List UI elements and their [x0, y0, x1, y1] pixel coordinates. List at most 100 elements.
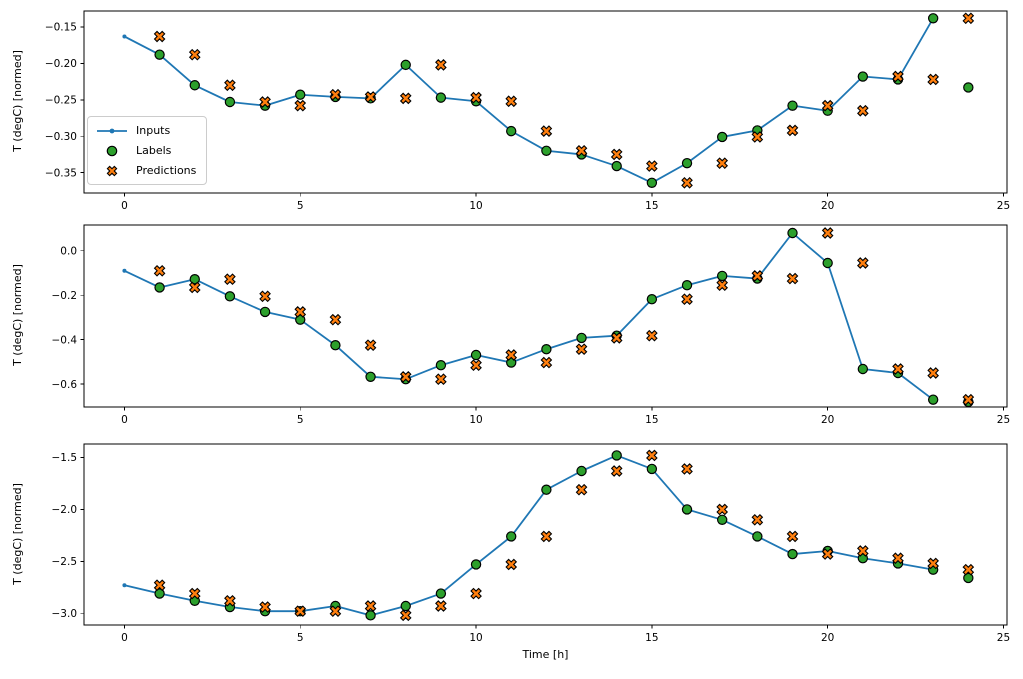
predictions-marker: [364, 600, 377, 612]
inputs-line-icon: [95, 124, 129, 138]
x-tick-label: 10: [469, 414, 482, 426]
subplot-3: 0 5 10 15 20 25 −1.5 −2.0 −2.5 −3.0: [52, 443, 1010, 644]
predictions-marker: [259, 290, 271, 303]
y-tick-label: −0.30: [45, 131, 77, 143]
x-tick-label: 0: [121, 414, 128, 426]
labels-marker: [541, 344, 552, 355]
predictions-marker: [188, 587, 201, 600]
labels-marker: [857, 71, 869, 82]
labels-marker: [857, 363, 869, 375]
subplot-2: 0 5 10 15 20 25 0.0 −0.2 −0.4 −0.6: [52, 224, 1010, 426]
legend-item-inputs: Inputs: [95, 122, 196, 139]
x-tick-label: 0: [121, 200, 128, 212]
labels-marker: [927, 13, 939, 24]
labels-marker: [154, 49, 165, 60]
predictions-marker: [364, 91, 377, 103]
y-tick-label: −0.35: [45, 167, 77, 179]
labels-marker: [681, 280, 693, 291]
predictions-marker: [751, 270, 764, 282]
x-tick-label: 15: [645, 632, 658, 644]
y-tick-label: −3.0: [52, 608, 78, 620]
y-axis-title-subplot-3: T (degC) [normed]: [11, 483, 24, 585]
x-tick-label: 5: [297, 414, 304, 426]
y-tick-label: −1.5: [52, 452, 78, 464]
labels-marker: [435, 92, 447, 103]
predictions-marker: [188, 281, 201, 294]
predictions-marker: [962, 12, 975, 25]
predictions-marker: [153, 579, 166, 592]
labels-circle-icon: [95, 144, 129, 158]
predictions-marker: [646, 329, 658, 342]
labels-marker: [154, 588, 165, 599]
predictions-marker: [821, 548, 834, 560]
labels-marker: [963, 82, 974, 93]
labels-marker: [259, 306, 271, 318]
predictions-marker: [821, 227, 834, 239]
labels-marker: [154, 282, 165, 293]
labels-marker: [400, 59, 411, 71]
predictions-marker: [892, 552, 904, 565]
labels-marker: [330, 340, 341, 351]
predictions-marker: [188, 48, 201, 61]
labels-marker: [435, 360, 447, 371]
predictions-marker: [821, 99, 834, 112]
predictions-marker: [399, 370, 412, 383]
x-tick-label: 15: [645, 200, 658, 212]
predictions-marker: [259, 601, 271, 613]
labels-marker: [611, 160, 622, 172]
labels-marker: [365, 610, 376, 621]
x-tick-label: 15: [645, 414, 658, 426]
predictions-marker: [927, 557, 939, 570]
predictions-marker: [716, 503, 729, 516]
predictions-marker: [540, 356, 553, 369]
labels-marker: [927, 394, 939, 405]
predictions-marker: [681, 293, 693, 306]
y-axis-title-subplot-1: T (degC) [normed]: [11, 50, 24, 152]
predictions-marker: [224, 594, 236, 607]
predictions-marker: [435, 373, 447, 386]
y-tick-label: −2.5: [52, 556, 78, 568]
predictions-marker: [962, 393, 975, 406]
predictions-marker: [399, 92, 412, 105]
x-tick-label: 0: [121, 632, 128, 644]
predictions-marker: [716, 157, 729, 169]
labels-marker: [189, 274, 200, 285]
predictions-marker: [505, 95, 518, 108]
labels-marker: [576, 332, 587, 344]
predictions-marker: [610, 332, 623, 344]
x-tick-label: 25: [997, 200, 1010, 212]
labels-marker: [822, 257, 833, 269]
labels-marker: [189, 80, 200, 91]
labels-marker: [541, 145, 552, 156]
labels-marker: [576, 465, 587, 477]
predictions-marker: [786, 272, 799, 285]
predictions-marker: [892, 363, 904, 375]
predictions-marker: [927, 73, 939, 86]
labels-marker: [646, 177, 658, 189]
legend-label-inputs: Inputs: [136, 124, 171, 137]
predictions-marker: [751, 131, 764, 143]
predictions-marker: [540, 125, 553, 137]
predictions-marker: [927, 367, 939, 379]
x-axis-title: Time [h]: [522, 648, 569, 661]
x-tick-label: 10: [469, 632, 482, 644]
labels-marker: [787, 227, 798, 239]
predictions-marker: [962, 563, 975, 576]
predictions-marker: [294, 99, 307, 112]
legend: Inputs Labels Predictions: [87, 116, 208, 185]
predictions-marker: [224, 79, 236, 92]
x-tick-label: 5: [297, 632, 304, 644]
x-tick-label: 20: [821, 414, 834, 426]
predictions-marker: [610, 148, 623, 161]
y-tick-label: −0.20: [45, 58, 77, 70]
predictions-marker: [786, 530, 799, 543]
y-tick-label: −0.25: [45, 95, 77, 107]
y-tick-label: −0.4: [52, 334, 78, 346]
predictions-marker: [681, 176, 693, 189]
predictions-marker: [751, 513, 764, 526]
labels-marker: [752, 531, 763, 542]
predictions-marker: [610, 465, 623, 477]
legend-label-predictions: Predictions: [136, 164, 197, 177]
